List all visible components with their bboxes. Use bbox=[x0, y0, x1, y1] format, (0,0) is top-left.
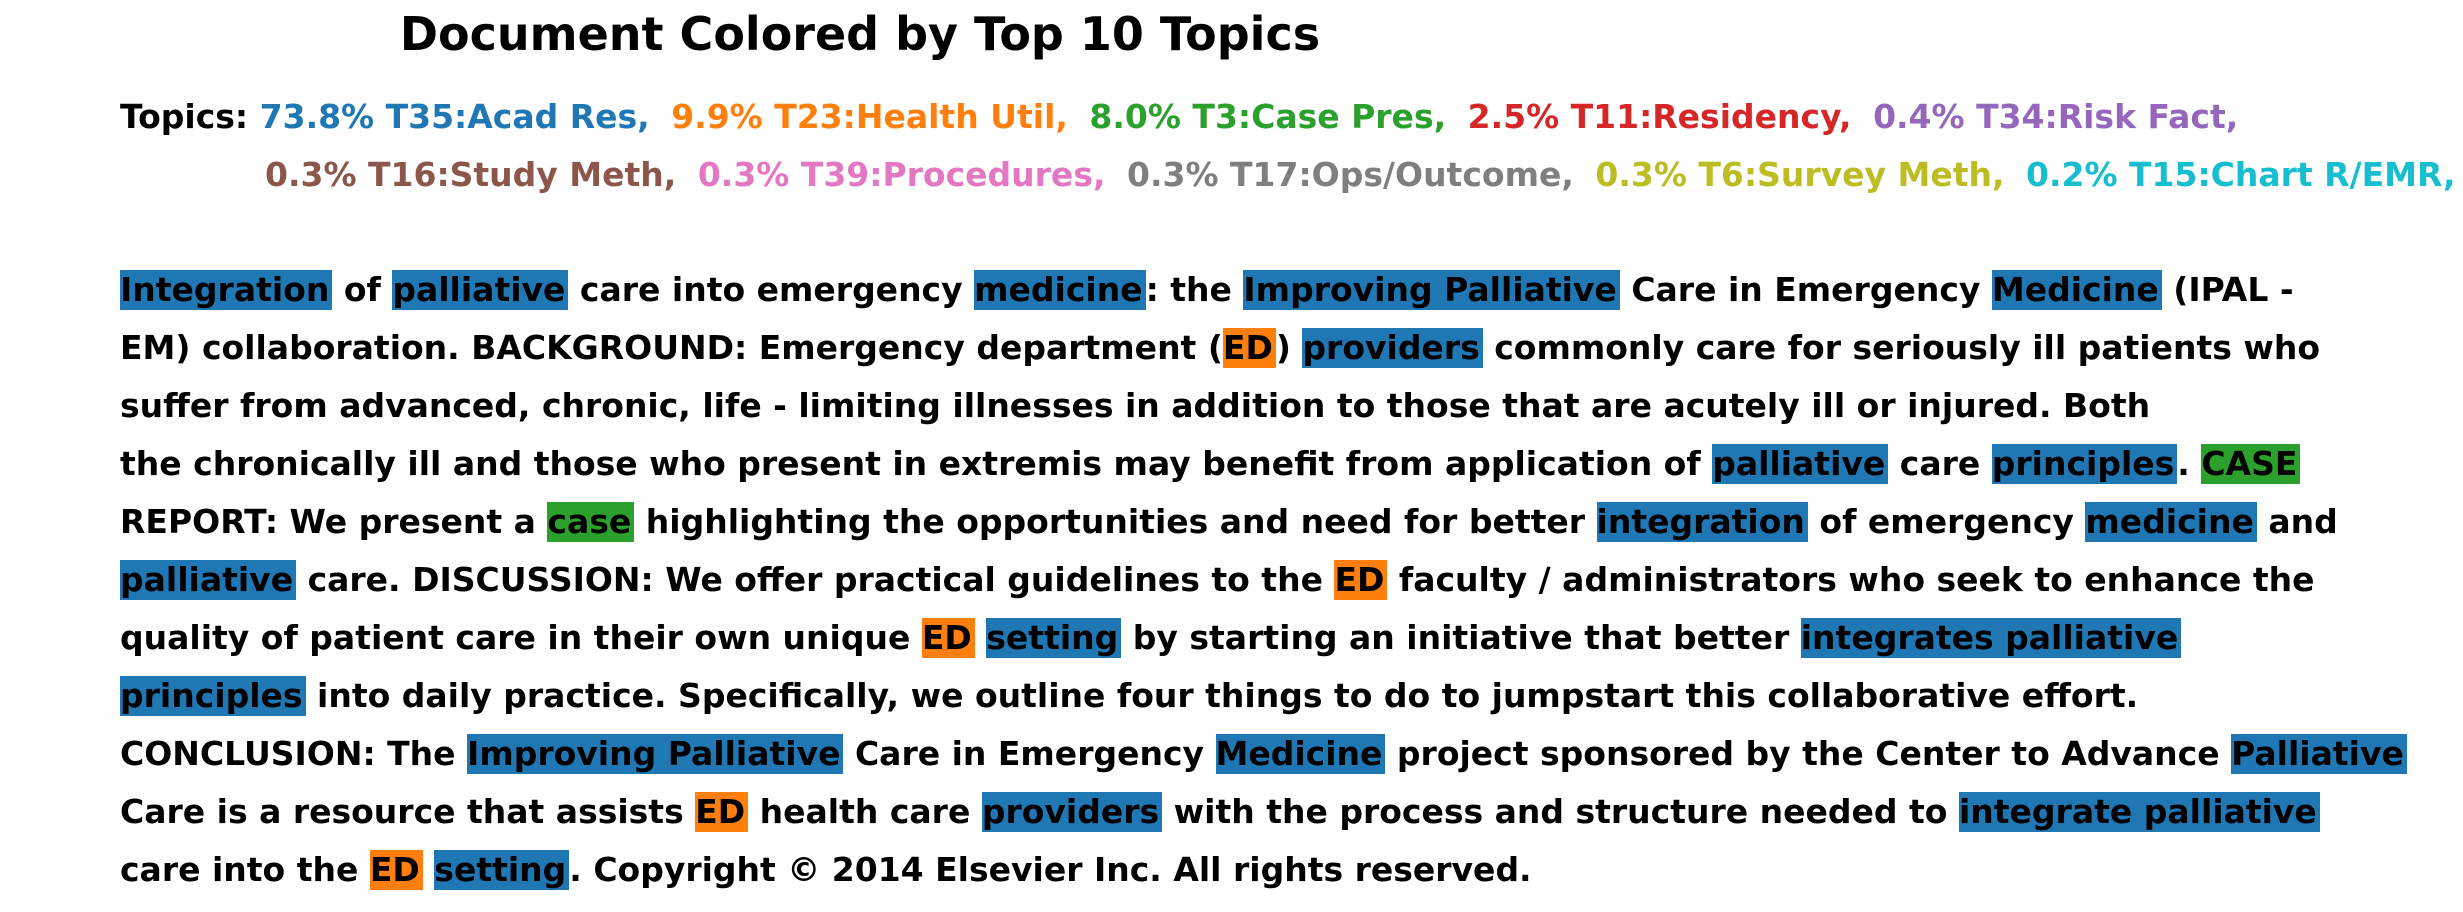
highlighted-word: ED bbox=[695, 792, 749, 832]
highlighted-word: palliative bbox=[120, 560, 297, 600]
legend-entry: 0.3% T16:Study Meth, bbox=[265, 155, 677, 194]
plain-text: by starting an initiative that better bbox=[1121, 618, 1801, 657]
document-line: palliative care. DISCUSSION: We offer pr… bbox=[120, 551, 2460, 609]
highlighted-word: setting bbox=[986, 618, 1122, 658]
document-line: EM) collaboration. BACKGROUND: Emergency… bbox=[120, 319, 2460, 377]
legend-label: Topics: bbox=[120, 97, 249, 136]
document-line: Integration of palliative care into emer… bbox=[120, 261, 2460, 319]
highlighted-word: ED bbox=[369, 850, 423, 890]
document-line: principles into daily practice. Specific… bbox=[120, 667, 2460, 725]
plain-text: health care bbox=[748, 792, 982, 831]
plain-text: CONCLUSION: The bbox=[120, 734, 468, 773]
plain-text: care bbox=[1888, 444, 1992, 483]
document-line: the chronically ill and those who presen… bbox=[120, 435, 2460, 493]
plain-text: . Copyright © 2014 Elsevier Inc. All rig… bbox=[569, 850, 1532, 889]
highlighted-word: palliative bbox=[392, 270, 569, 310]
legend-entry: 0.2% T15:Chart R/EMR, bbox=[2026, 155, 2456, 194]
plain-text: ) bbox=[1275, 328, 1303, 367]
highlighted-word: principles bbox=[120, 676, 306, 716]
plain-text: commonly care for seriously ill patients… bbox=[1482, 328, 2321, 367]
figure-title: Document Colored by Top 10 Topics bbox=[399, 7, 1321, 61]
highlighted-word: ED bbox=[921, 618, 975, 658]
legend-entry: 0.3% T6:Survey Meth, bbox=[1595, 155, 2005, 194]
highlighted-word: Medicine bbox=[1215, 734, 1386, 774]
highlighted-word: providers bbox=[1302, 328, 1483, 368]
highlighted-word: Improving Palliative bbox=[467, 734, 844, 774]
document-line: CONCLUSION: The Improving Palliative Car… bbox=[120, 725, 2460, 783]
plain-text: care. DISCUSSION: We offer practical gui… bbox=[296, 560, 1335, 599]
legend-entry: 2.5% T11:Residency, bbox=[1467, 97, 1852, 136]
highlighted-word: integrates palliative bbox=[1800, 618, 2182, 658]
plain-text: into daily practice. Specifically, we ou… bbox=[305, 676, 2139, 715]
legend-entry: 8.0% T3:Case Pres, bbox=[1089, 97, 1447, 136]
highlighted-word: principles bbox=[1991, 444, 2178, 484]
plain-text: highlighting the opportunities and need … bbox=[634, 502, 1597, 541]
document-body: Integration of palliative care into emer… bbox=[120, 261, 2460, 899]
highlighted-word: Integration bbox=[120, 270, 333, 310]
highlighted-word: Improving Palliative bbox=[1243, 270, 1620, 310]
plain-text: project sponsored by the Center to Advan… bbox=[1385, 734, 2232, 773]
document-line: Care is a resource that assists ED healt… bbox=[120, 783, 2460, 841]
legend-entry: 0.4% T34:Risk Fact, bbox=[1873, 97, 2239, 136]
plain-text: EM) collaboration. BACKGROUND: Emergency… bbox=[120, 328, 1223, 367]
plain-text bbox=[975, 618, 987, 657]
highlighted-word: setting bbox=[434, 850, 570, 890]
plain-text: suffer from advanced, chronic, life - li… bbox=[120, 386, 2151, 425]
plain-text: quality of patient care in their own uni… bbox=[120, 618, 922, 657]
legend-entry: 0.3% T17:Ops/Outcome, bbox=[1127, 155, 1574, 194]
plain-text: of emergency bbox=[1807, 502, 2086, 541]
highlighted-word: case bbox=[547, 502, 635, 542]
plain-text: care into the bbox=[120, 850, 370, 889]
legend-line: Topics: 73.8% T35:Acad Res, 9.9% T23:Hea… bbox=[120, 88, 2460, 146]
plain-text: (IPAL - bbox=[2161, 270, 2294, 309]
plain-text: REPORT: We present a bbox=[120, 502, 548, 541]
plain-text: the chronically ill and those who presen… bbox=[120, 444, 1713, 483]
highlighted-word: Medicine bbox=[1991, 270, 2162, 310]
highlighted-word: ED bbox=[1334, 560, 1388, 600]
highlighted-word: medicine bbox=[974, 270, 1146, 310]
plain-text: Care is a resource that assists bbox=[120, 792, 696, 831]
legend-entry: 0.3% T39:Procedures, bbox=[697, 155, 1106, 194]
highlighted-word: medicine bbox=[2085, 502, 2257, 542]
legend-entry: 9.9% T23:Health Util, bbox=[671, 97, 1068, 136]
highlighted-word: palliative bbox=[1712, 444, 1889, 484]
document-line: quality of patient care in their own uni… bbox=[120, 609, 2460, 667]
legend-entry: 73.8% T35:Acad Res, bbox=[259, 97, 650, 136]
plain-text: with the process and structure needed to bbox=[1162, 792, 1959, 831]
document-line: suffer from advanced, chronic, life - li… bbox=[120, 377, 2460, 435]
plain-text bbox=[423, 850, 435, 889]
plain-text: Care in Emergency bbox=[843, 734, 1216, 773]
highlighted-word: ED bbox=[1222, 328, 1276, 368]
plain-text: : the bbox=[1145, 270, 1244, 309]
plain-text: . bbox=[2177, 444, 2202, 483]
highlighted-word: CASE bbox=[2201, 444, 2301, 484]
document-line: care into the ED setting. Copyright © 20… bbox=[120, 841, 2460, 899]
plain-text: faculty / administrators who seek to enh… bbox=[1387, 560, 2315, 599]
highlighted-word: integration bbox=[1596, 502, 1808, 542]
highlighted-word: integrate palliative bbox=[1958, 792, 2320, 832]
highlighted-word: providers bbox=[981, 792, 1163, 832]
plain-text: of bbox=[332, 270, 393, 309]
plain-text: care into emergency bbox=[568, 270, 975, 309]
legend-line: 0.3% T16:Study Meth, 0.3% T39:Procedures… bbox=[120, 146, 2460, 204]
plain-text: Care in Emergency bbox=[1619, 270, 1992, 309]
highlighted-word: Palliative bbox=[2231, 734, 2407, 774]
topic-legend: Topics: 73.8% T35:Acad Res, 9.9% T23:Hea… bbox=[120, 88, 2460, 204]
document-line: REPORT: We present a case highlighting t… bbox=[120, 493, 2460, 551]
plain-text: and bbox=[2256, 502, 2338, 541]
